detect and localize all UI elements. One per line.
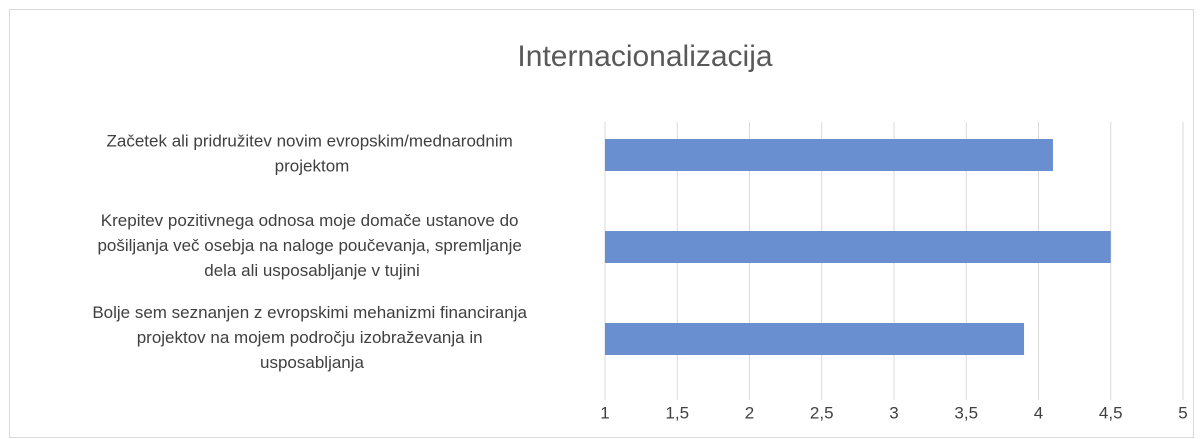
- bar: [605, 231, 1111, 263]
- x-tick-label: 3,5: [954, 403, 978, 422]
- y-tick-label: Bolje sem seznanjen z evropskimi mehaniz…: [92, 303, 531, 372]
- bar: [605, 139, 1053, 171]
- x-tick-label: 4: [1034, 403, 1043, 422]
- x-tick-label: 3: [889, 403, 898, 422]
- y-tick-label: Krepitev pozitivnega odnosa moje domače …: [97, 211, 526, 280]
- x-tick-label: 2,5: [810, 403, 834, 422]
- x-tick-label: 2: [745, 403, 754, 422]
- bar: [605, 323, 1025, 355]
- y-tick-label: Začetek ali pridružitev novim evropskim/…: [107, 132, 518, 176]
- x-tick-label: 1,5: [665, 403, 689, 422]
- chart-title: Internacionalizacija: [517, 40, 772, 73]
- x-tick-label: 4,5: [1099, 403, 1123, 422]
- x-tick-label: 1: [600, 403, 609, 422]
- x-tick-label: 5: [1178, 403, 1187, 422]
- chart-border: [9, 9, 1194, 438]
